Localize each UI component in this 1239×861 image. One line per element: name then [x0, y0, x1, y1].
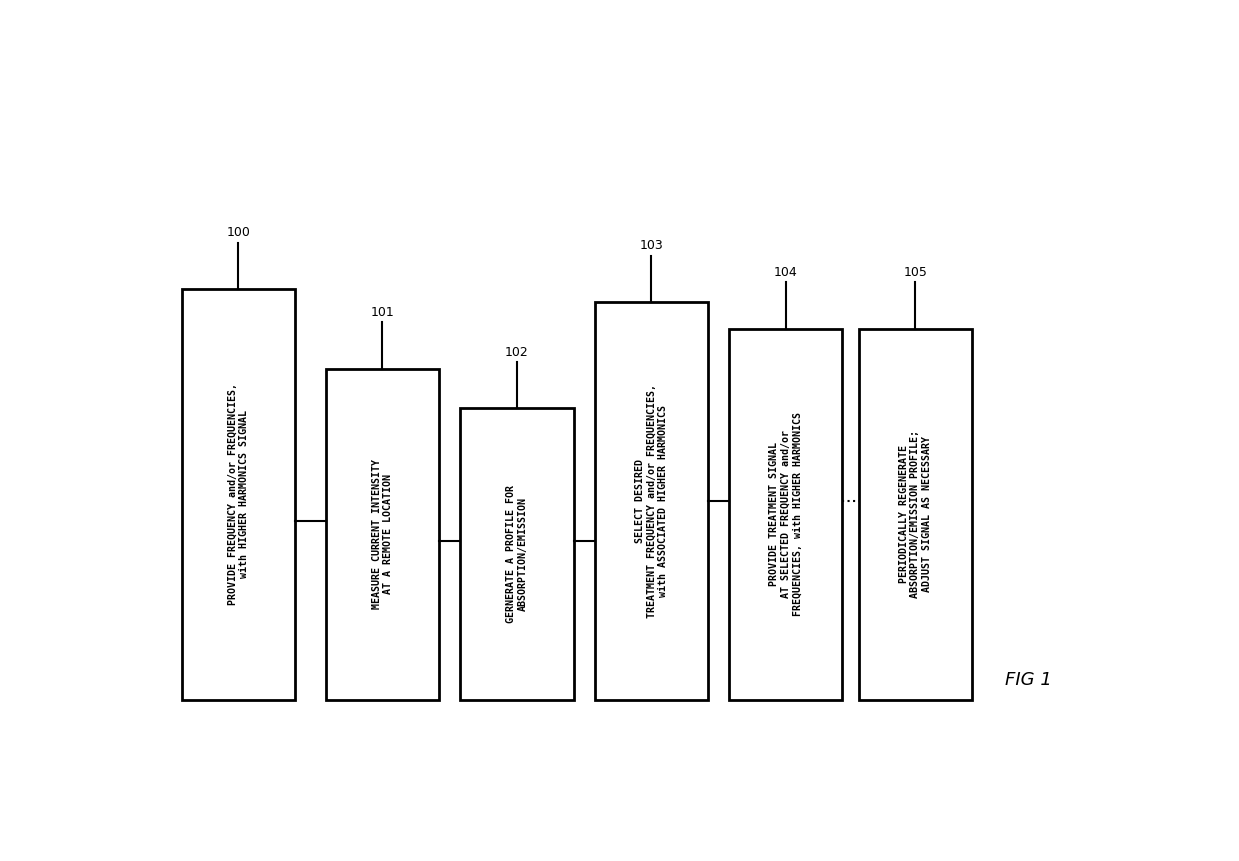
Text: PROVIDE FREQUENCY and/or FREQUENCIES,
with HIGHER HARMONICS SIGNAL: PROVIDE FREQUENCY and/or FREQUENCIES, wi… [228, 383, 249, 605]
Bar [326, 369, 439, 700]
Bar [859, 329, 973, 700]
Text: 103: 103 [639, 239, 663, 252]
Text: FIG 1: FIG 1 [1005, 671, 1052, 689]
Text: GERNERATE A PROFILE FOR
ABSORPTION/EMISSION: GERNERATE A PROFILE FOR ABSORPTION/EMISS… [506, 485, 528, 623]
Text: PERIODICALLY REGENERATE
ABSORPTION/EMISSION PROFILE;
ADJUST SIGNAL AS NECESSARY: PERIODICALLY REGENERATE ABSORPTION/EMISS… [898, 430, 932, 598]
Text: PROVIDE TREATMENT SIGNAL
AT SELECTED FREQUENCY and/or
FREQUENCIES, with HIGHER H: PROVIDE TREATMENT SIGNAL AT SELECTED FRE… [769, 412, 803, 616]
Text: MEASURE CURRENT INTENSITY
AT A REMOTE LOCATION: MEASURE CURRENT INTENSITY AT A REMOTE LO… [372, 459, 393, 610]
Bar [729, 329, 843, 700]
Bar [595, 302, 707, 700]
Text: 101: 101 [370, 306, 394, 319]
Text: 100: 100 [227, 226, 250, 239]
Text: 105: 105 [903, 266, 927, 279]
Bar [182, 289, 295, 700]
Text: SELECT DESIRED
TREATMENT FREQUENCY and/or FREQUENCIES,
with ASSOCIATED HIGHER HA: SELECT DESIRED TREATMENT FREQUENCY and/o… [634, 384, 668, 618]
Text: 104: 104 [774, 266, 798, 279]
Bar [460, 408, 574, 700]
Text: 102: 102 [506, 345, 529, 358]
